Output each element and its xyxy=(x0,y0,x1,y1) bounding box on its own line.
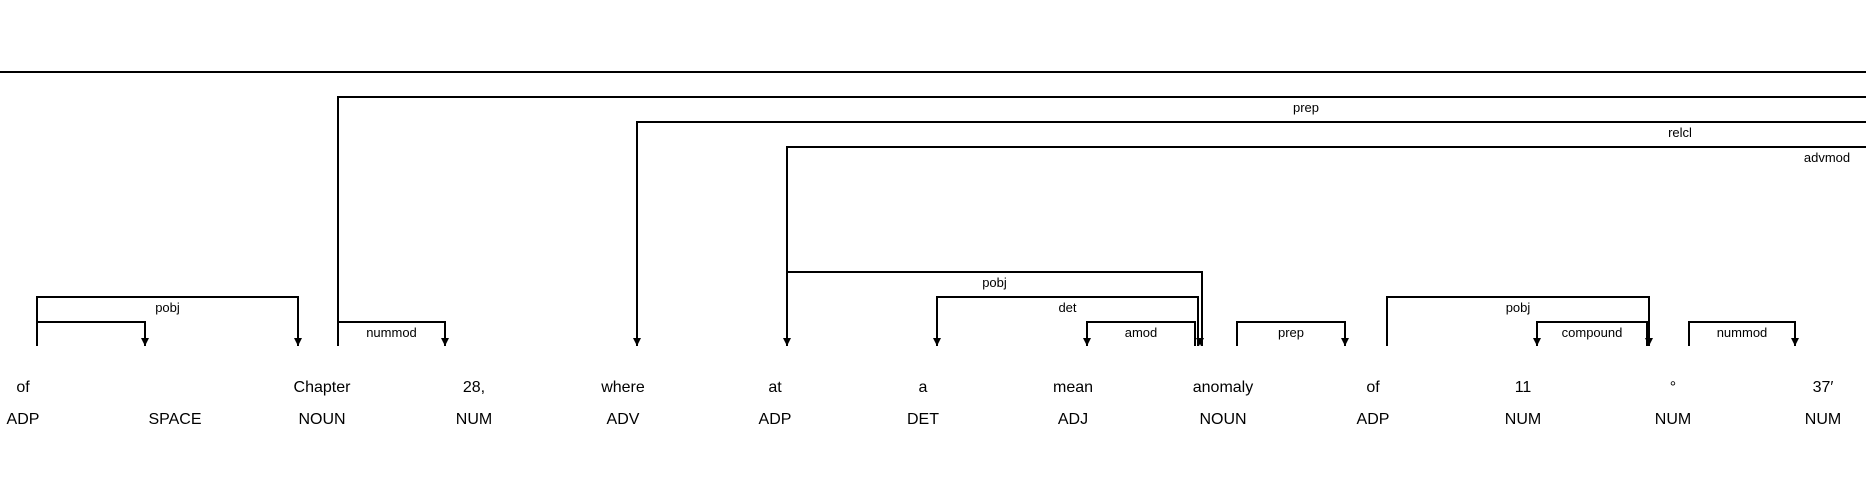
arc-label-10: prep xyxy=(1278,325,1304,340)
token-pos-tag: NOUN xyxy=(298,411,345,428)
dependency-arc-1 xyxy=(337,96,1866,346)
token-word: 11 xyxy=(1515,379,1532,396)
dependency-arc-4 xyxy=(786,271,1203,346)
token-word: a xyxy=(919,379,928,396)
token-word: of xyxy=(16,379,30,396)
arc-label-6: amod xyxy=(1125,325,1158,340)
arc-label-1: prep xyxy=(1293,100,1319,115)
token-pos-tag: NUM xyxy=(1805,411,1841,428)
tokens-layer: of ADP SPACE Chapter NOUN 28, NUM where ADV at ADP… xyxy=(7,379,1842,428)
arrowhead-0 xyxy=(141,338,149,346)
dependency-arc-2 xyxy=(636,121,1866,346)
arrowhead-9 xyxy=(1533,338,1541,346)
token-pos-tag: ADP xyxy=(1357,411,1390,428)
arc-label-2: relcl xyxy=(1668,125,1692,140)
token-word: ° xyxy=(1670,379,1676,396)
arcs-layer xyxy=(0,71,1866,346)
arrowhead-8 xyxy=(1341,338,1349,346)
arc-label-5: det xyxy=(1058,300,1076,315)
arc-label-3: advmod xyxy=(1804,150,1850,165)
arrowhead-7 xyxy=(1196,338,1204,346)
dependency-arc-3 xyxy=(786,146,1866,346)
token-pos-tag: NUM xyxy=(456,411,492,428)
token-word: anomaly xyxy=(1193,379,1253,396)
dependency-arc-8 xyxy=(36,321,146,346)
arc-label-13: nummod xyxy=(1717,325,1768,340)
token-pos-tag: NOUN xyxy=(1199,411,1246,428)
dependency-arc-10 xyxy=(1236,321,1346,346)
token-word: 28, xyxy=(463,379,485,396)
token-word: 37′ xyxy=(1813,379,1834,396)
token-pos-tag: ADV xyxy=(607,411,640,428)
token-pos-tag: DET xyxy=(907,411,939,428)
token-word: of xyxy=(1366,379,1380,396)
token-pos-tag: ADP xyxy=(7,411,40,428)
arc-label-4: pobj xyxy=(982,275,1007,290)
dependency-arc-5 xyxy=(936,296,1199,346)
arc-label-9: nummod xyxy=(366,325,417,340)
token-pos-tag: NUM xyxy=(1655,411,1691,428)
arrowhead-10 xyxy=(1645,338,1653,346)
arc-labels-layer: prep relcl advmod pobj det amod pobj nummod prep… xyxy=(155,100,1850,340)
arrowhead-5 xyxy=(933,338,941,346)
arrowhead-6 xyxy=(1083,338,1091,346)
token-pos-tag: NUM xyxy=(1505,411,1541,428)
arrowhead-1 xyxy=(294,338,302,346)
dependency-arc-11 xyxy=(1386,296,1650,346)
token-word: where xyxy=(600,379,645,396)
dependency-arc-9 xyxy=(337,321,446,346)
dependency-arc-12 xyxy=(1536,321,1648,346)
token-pos-tag: ADJ xyxy=(1058,411,1088,428)
token-pos-tag: SPACE xyxy=(148,411,201,428)
token-word: Chapter xyxy=(294,379,352,396)
dependency-arc-13 xyxy=(1688,321,1796,346)
dependency-arc-6 xyxy=(1086,321,1196,346)
arc-label-7: pobj xyxy=(155,300,180,315)
arc-label-11: pobj xyxy=(1506,300,1531,315)
arrowhead-3 xyxy=(633,338,641,346)
arrowhead-4 xyxy=(783,338,791,346)
arrowhead-2 xyxy=(441,338,449,346)
token-word: at xyxy=(768,379,782,396)
arrowhead-11 xyxy=(1791,338,1799,346)
token-pos-tag: ADP xyxy=(759,411,792,428)
token-word: mean xyxy=(1053,379,1093,396)
arc-label-12: compound xyxy=(1562,325,1623,340)
